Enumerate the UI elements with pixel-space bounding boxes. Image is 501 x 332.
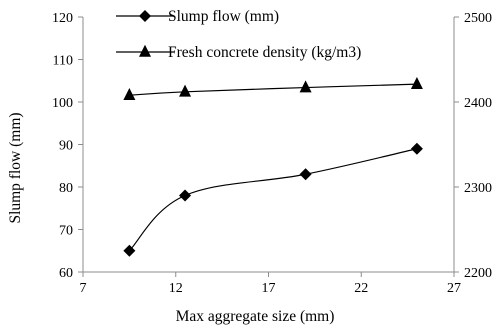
series-1 [123, 142, 423, 257]
x-axis-title: Max aggregate size (mm) [176, 308, 335, 325]
legend-item-2: Fresh concrete density (kg/m3) [116, 44, 361, 61]
series-1-point [299, 168, 312, 181]
y-axis-title: Slump flow (mm) [7, 112, 24, 223]
series-layer [123, 76, 423, 257]
series-1-point [410, 142, 423, 155]
series-1-point [179, 189, 192, 202]
legend-marker-diamond [139, 10, 151, 22]
y2-tick-label: 2300 [464, 181, 492, 196]
series-2-line [129, 83, 417, 96]
series-1-line [128, 148, 418, 252]
legend: Slump flow (mm) Fresh concrete density (k… [116, 8, 361, 61]
y2-tick-label: 2200 [464, 266, 492, 281]
y-tick-label: 110 [53, 54, 73, 69]
x-tick-label: 7 [80, 281, 87, 296]
x-tick-label: 27 [447, 281, 461, 296]
series-2-point [123, 88, 136, 100]
x-tick-label: 17 [262, 281, 276, 296]
y-tick-label: 100 [52, 96, 73, 111]
series-2 [123, 76, 423, 100]
series-2-point [179, 84, 192, 97]
axes: 7 12 17 22 27 60 70 80 90 100 110 120 2200 2300 2400 25… [52, 11, 492, 296]
y-tick-label: 120 [52, 11, 73, 26]
series-2-point [410, 76, 423, 89]
y-tick-label: 70 [59, 224, 73, 239]
y2-tick-label: 2400 [464, 96, 492, 111]
y-tick-label: 90 [59, 139, 73, 154]
legend-label: Slump flow (mm) [168, 8, 279, 25]
y-tick-label: 80 [59, 181, 73, 196]
y2-tick-label: 2500 [464, 11, 492, 26]
series-1-point [123, 244, 136, 257]
series-2-point [299, 80, 312, 93]
x-tick-label: 22 [354, 281, 368, 296]
legend-item-1: Slump flow (mm) [116, 8, 279, 25]
y-tick-label: 60 [59, 266, 73, 281]
x-tick-label: 12 [169, 281, 183, 296]
legend-label: Fresh concrete density (kg/m3) [168, 44, 361, 61]
legend-marker-triangle [139, 44, 151, 57]
